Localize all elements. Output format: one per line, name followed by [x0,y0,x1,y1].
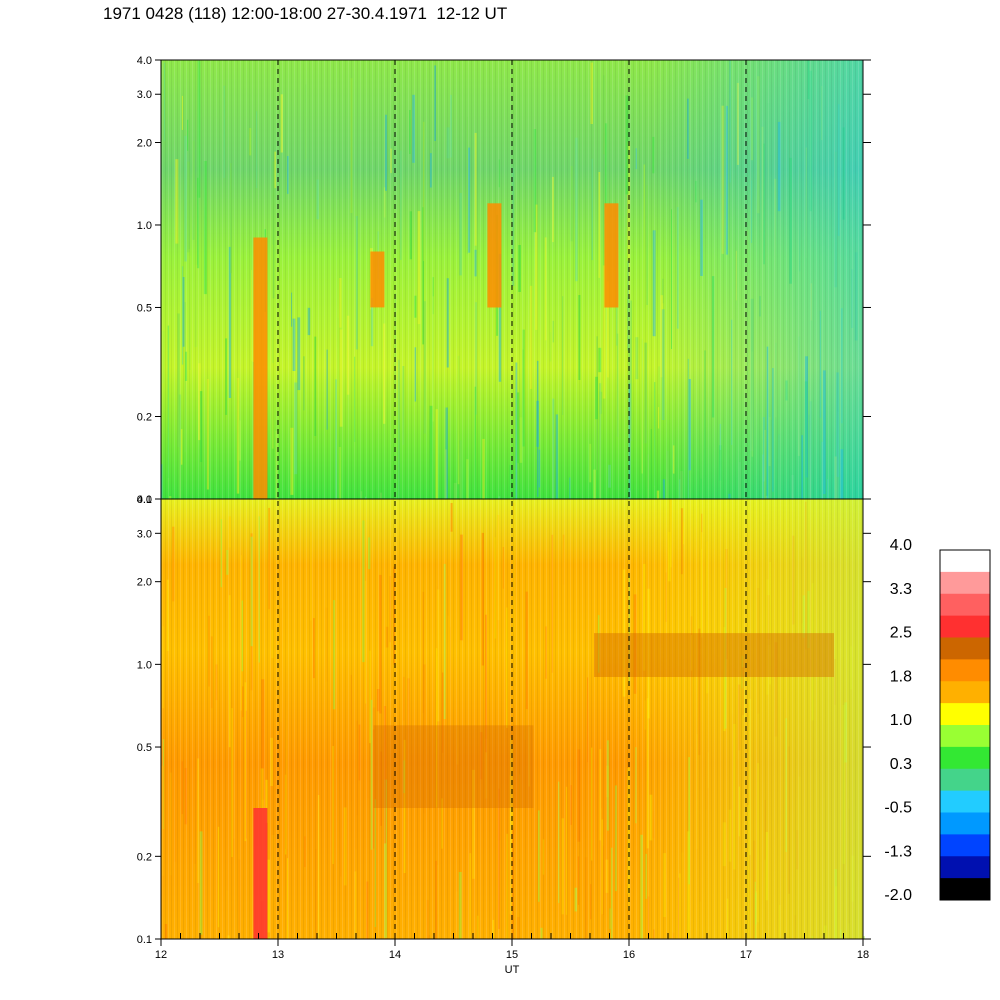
colorbar-swatch [940,834,990,857]
y-tick-label: 2.0 [137,137,152,149]
x-tick-label: 18 [857,949,869,961]
colorbar-label: -2.0 [884,887,912,904]
y-tick-label: 0.5 [137,302,152,314]
colorbar-label: 4.0 [890,537,912,554]
spectrogram-feature [253,808,268,939]
colorbar-swatch [940,593,990,617]
x-tick-label: 12 [155,949,167,961]
spectrogram-streak [863,936,865,939]
colorbar-swatch [940,812,990,835]
spectrogram-feature [594,633,834,677]
colorbar-label: 2.5 [890,625,912,642]
colorbar-swatch [940,746,990,770]
y-tick-label: 0.5 [137,742,152,754]
spectrogram-feature [253,237,268,499]
y-tick-label: 0.1 [137,934,152,946]
spectrogram-feature [373,725,534,808]
y-tick-label: 2.0 [137,577,152,589]
colorbar-swatch [940,550,990,573]
spectrogram-feature [487,203,502,308]
colorbar-swatch [940,615,990,639]
y-tick-label: 0.2 [137,851,152,863]
colorbar-label: -1.3 [884,843,912,860]
x-axis-label: UT [505,964,520,976]
y-tick-label: 4.0 [137,494,152,506]
x-tick-label: 14 [389,949,401,961]
spectrogram-feature [370,251,385,308]
colorbar-label: -0.5 [884,800,912,817]
y-tick-label: 1.0 [137,220,152,232]
x-tick-label: 17 [740,949,752,961]
colorbar: 4.0 3.3 2.5 1.8 1.0 0.3 -0.5 -1.3 -2.0 [884,537,991,904]
chart-title: 1971 0428 (118) 12:00-18:00 27-30.4.1971… [103,4,508,23]
spectrogram-feature [604,203,619,308]
y-tick-label: 4.0 [137,55,152,67]
colorbar-label: 1.8 [890,668,912,685]
x-tick-label: 15 [506,949,518,961]
colorbar-frame [939,549,991,901]
colorbar-swatch [940,878,990,901]
colorbar-swatch [940,681,990,704]
y-tick-label: 0.1 [137,494,152,506]
colorbar-swatch [940,637,990,660]
colorbar-swatch [940,856,990,879]
y-tick-label: 0.2 [137,412,152,424]
x-tick-label: 16 [623,949,635,961]
x-tick-label: 13 [272,949,284,961]
y-tick-label: 3.0 [137,89,152,101]
colorbar-swatch [940,659,990,682]
colorbar-label: 1.0 [890,712,912,729]
y-tick-label: 3.0 [137,528,152,540]
colorbar-swatch [940,725,990,748]
hour-dashed-lines [277,60,747,939]
colorbar-label: 3.3 [890,581,912,598]
colorbar-swatch [940,703,990,726]
colorbar-swatch [940,571,990,595]
axes: 0.10.20.51.02.03.04.00.10.20.51.02.03.04… [137,55,871,976]
colorbar-swatch [940,768,990,792]
colorbar-label: 0.3 [890,756,912,773]
y-tick-label: 1.0 [137,659,152,671]
lower-spectrogram-panel [161,499,865,939]
colorbar-swatch [940,790,990,814]
